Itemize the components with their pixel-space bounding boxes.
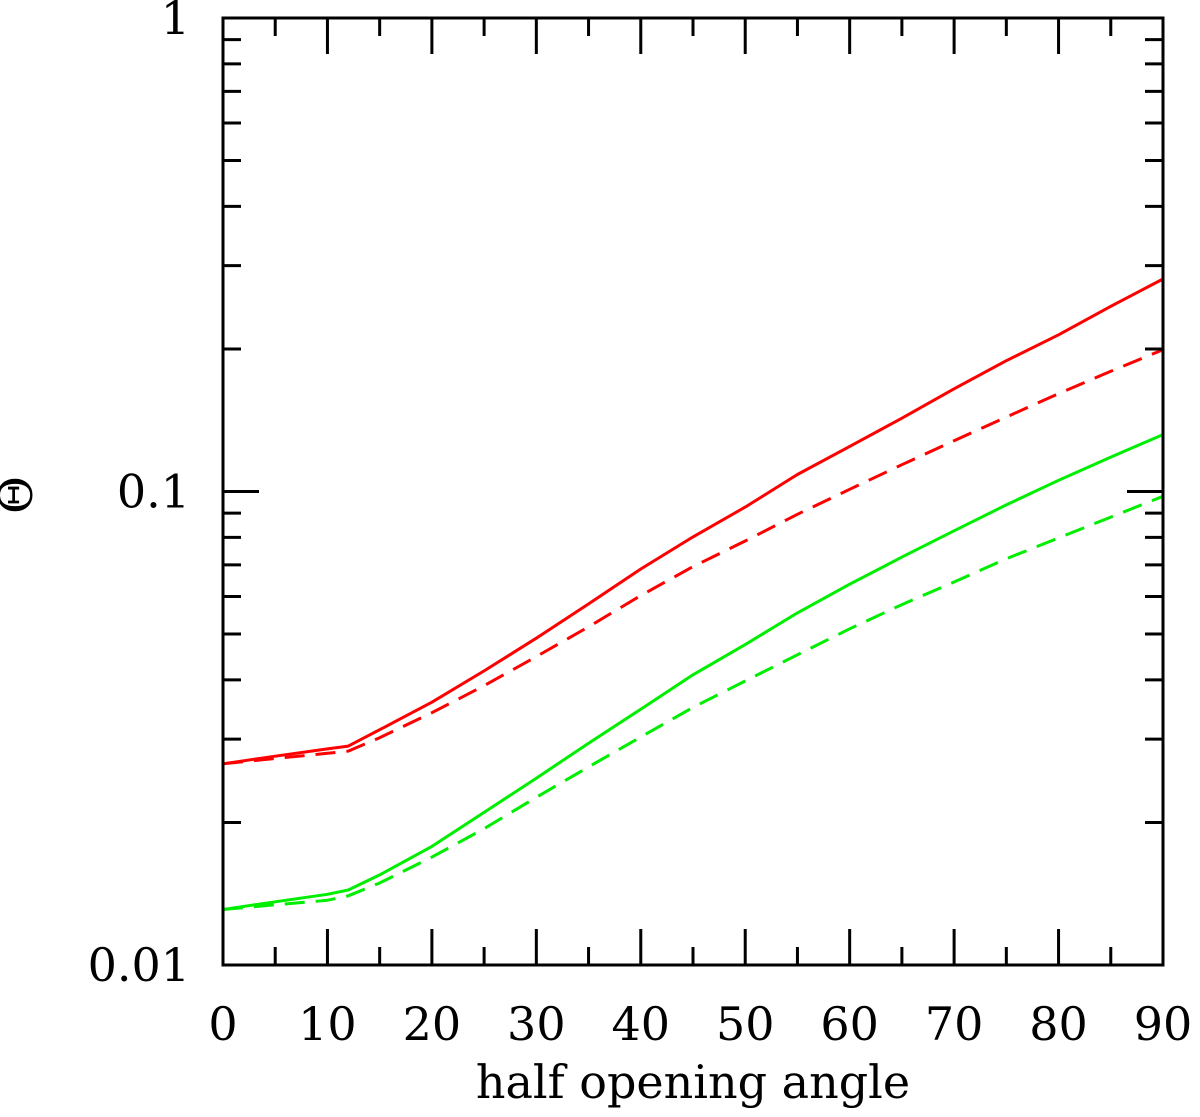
y-tick-label: 0.1 <box>117 465 190 519</box>
x-tick-label: 80 <box>1029 997 1088 1051</box>
series-layer <box>222 277 1164 911</box>
label-layer: 0 10 20 30 40 50 60 70 80 90 0.01 0.1 1 <box>88 0 1193 1051</box>
x-tick-label: 70 <box>925 997 984 1051</box>
series-line-1-solid <box>222 277 1164 766</box>
y-tick-label: 0.01 <box>88 938 190 992</box>
series-line-4-dashed <box>222 494 1164 911</box>
series-line-3-solid <box>222 433 1164 911</box>
x-tick-label: 30 <box>507 997 566 1051</box>
x-tick-label: 40 <box>612 997 671 1051</box>
x-tick-label: 50 <box>716 997 775 1051</box>
x-axis-title: half opening angle <box>476 1055 910 1109</box>
y-tick-label: 1 <box>161 0 190 45</box>
y-axis-title: Θ <box>0 476 43 514</box>
x-tick-label: 0 <box>208 997 237 1051</box>
x-tick-label: 10 <box>298 997 357 1051</box>
tick-layer <box>221 16 1165 967</box>
x-tick-label: 20 <box>403 997 462 1051</box>
series-line-2-dashed <box>222 348 1164 766</box>
x-tick-label: 90 <box>1134 997 1193 1051</box>
x-tick-label: 60 <box>820 997 879 1051</box>
plot-frame <box>221 16 1165 967</box>
